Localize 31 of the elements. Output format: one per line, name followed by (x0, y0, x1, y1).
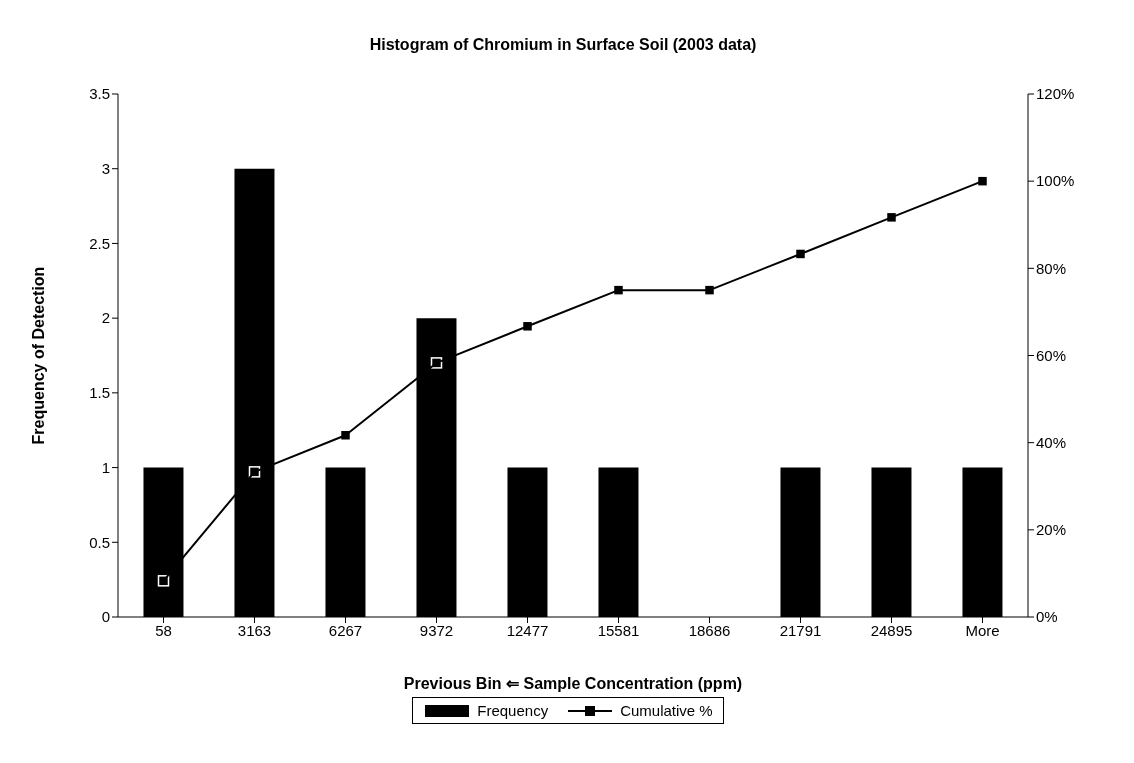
x-tick-label: 12477 (506, 621, 549, 639)
y2-tick-label: 120% (1036, 85, 1075, 103)
x-tick-label: 24895 (870, 621, 913, 639)
x-tick-label: More (965, 621, 1000, 639)
y2-tick-label: 80% (1036, 259, 1067, 277)
y-tick-label: 2.5 (89, 234, 110, 252)
y-tick-label: 0 (101, 608, 110, 626)
legend-label: Cumulative % (619, 702, 713, 719)
x-tick-label: 6267 (328, 621, 363, 639)
x-tick-label: 15581 (597, 621, 640, 639)
x-tick-label: 21791 (779, 621, 822, 639)
chart-title: Histogram of Chromium in Surface Soil (2003 data) (368, 35, 758, 55)
x-tick-label: 3163 (237, 621, 272, 639)
x-axis-title: Previous Bin ⇐ Sample Concentration (ppm) (403, 675, 743, 692)
point (157, 575, 170, 587)
y-tick-label: 0.5 (89, 533, 110, 551)
y2-tick-label: 20% (1036, 521, 1067, 539)
y-tick-label: 1 (101, 458, 110, 476)
legend-label: Frequency (476, 702, 549, 719)
x-tick-label: 9372 (419, 621, 454, 639)
y2-tick-label: 100% (1036, 172, 1075, 190)
y-tick-label: 2 (101, 309, 110, 327)
y-tick-label: 1.5 (89, 384, 110, 402)
y2-tick-label: 60% (1036, 346, 1067, 364)
x-tick-label: 18686 (688, 621, 731, 639)
y2-tick-label: 0% (1036, 608, 1058, 626)
y2-tick-label: 40% (1036, 433, 1067, 451)
x-tick-label: 58 (155, 621, 172, 639)
y-tick-label: 3 (101, 160, 110, 178)
y-axis-title: Frequency of Detection (29, 266, 47, 445)
y-tick-label: 3.5 (89, 85, 110, 103)
